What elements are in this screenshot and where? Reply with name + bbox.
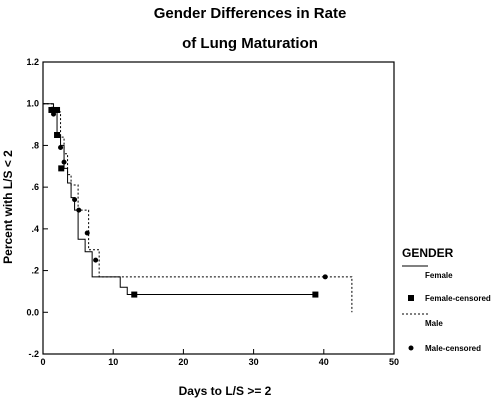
series-line-male (43, 103, 353, 313)
y-tick-label: .6 (31, 182, 39, 192)
male-censored-point (72, 197, 78, 203)
x-axis-ticks: 0 10 20 30 40 50 (40, 349, 399, 367)
y-axis-ticks: -.2 0.0 .2 .4 .6 .8 1.0 1.2 (26, 57, 48, 359)
male-censored-point (76, 207, 82, 213)
legend: GENDER Female Female-censored Male Male-cen… (402, 246, 491, 353)
legend-label-male-censored: Male-censored (425, 344, 481, 353)
y-tick-label: -.2 (28, 349, 39, 359)
female-censored-point (54, 132, 61, 138)
male-censored-point (58, 145, 64, 151)
legend-label-female: Female (425, 271, 453, 280)
legend-marker-male-censored (408, 345, 414, 351)
series-line-female (43, 103, 317, 296)
female-censored-point (131, 291, 138, 298)
female-censored-point (54, 106, 61, 113)
legend-title: GENDER (402, 246, 454, 260)
male-censored-point (51, 111, 57, 117)
chart-subtitle: of Lung Maturation (182, 35, 318, 52)
male-censored-point (322, 274, 328, 280)
female-censored-point (58, 165, 65, 172)
female-censored-point (312, 291, 319, 298)
x-tick-label: 20 (178, 357, 188, 367)
series-markers (48, 106, 328, 298)
legend-label-female-censored: Female-censored (425, 294, 491, 303)
male-censored-point (84, 230, 90, 236)
plot-frame (42, 61, 395, 355)
y-tick-label: 1.2 (26, 57, 39, 67)
legend-marker-female-censored (408, 295, 414, 301)
x-axis-title: Days to L/S >= 2 (179, 384, 272, 398)
x-tick-label: 10 (108, 357, 118, 367)
series-lines (43, 103, 353, 313)
chart-title: Gender Differences in Rate (154, 5, 347, 22)
y-tick-label: 0.0 (26, 307, 39, 317)
legend-label-male: Male (425, 319, 443, 328)
female-censored-point (48, 106, 55, 113)
male-censored-point (61, 159, 67, 165)
y-tick-label: .8 (31, 140, 39, 150)
x-tick-label: 40 (319, 357, 329, 367)
y-tick-label: .4 (31, 224, 39, 234)
male-censored-point (93, 257, 99, 263)
x-tick-label: 30 (249, 357, 259, 367)
y-axis-title: Percent with L/S < 2 (1, 150, 15, 264)
y-tick-label: .2 (31, 266, 39, 276)
x-tick-label: 0 (40, 357, 45, 367)
y-tick-label: 1.0 (26, 99, 39, 109)
x-tick-label: 50 (389, 357, 399, 367)
